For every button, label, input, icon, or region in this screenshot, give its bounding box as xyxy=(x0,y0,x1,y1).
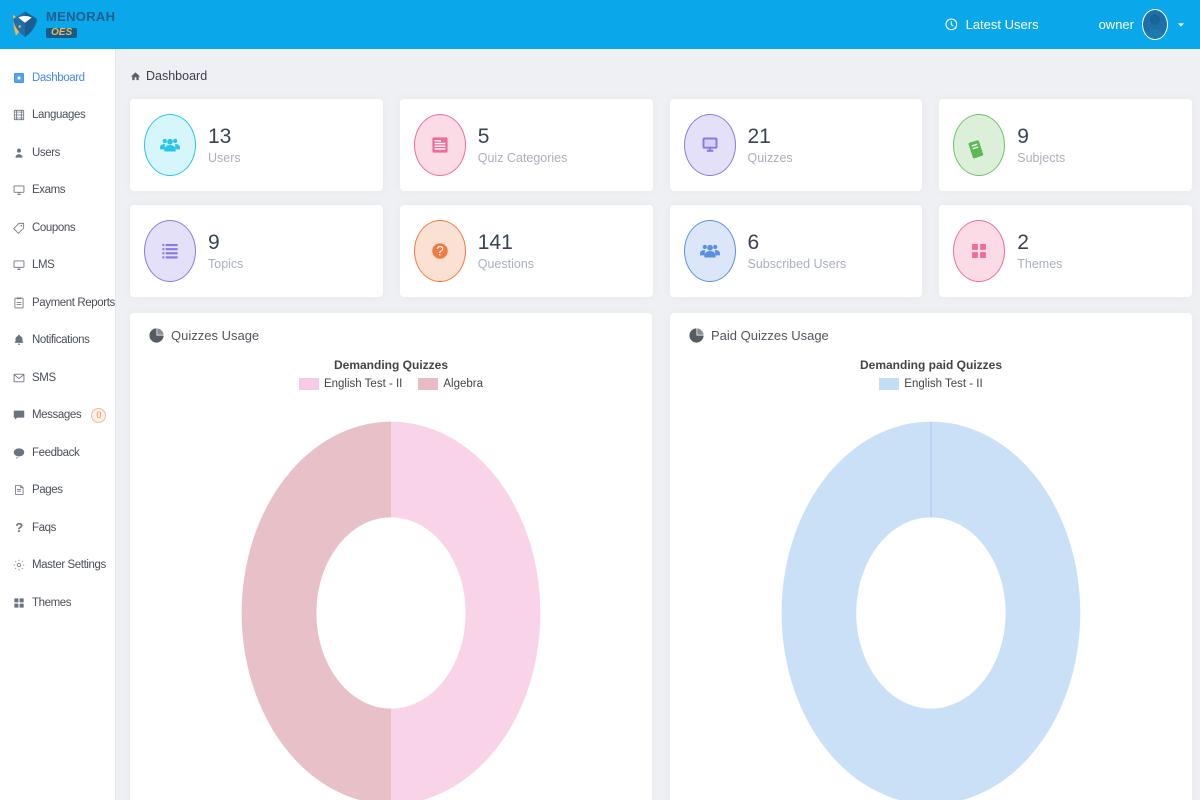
svg-text:?: ? xyxy=(436,244,444,259)
